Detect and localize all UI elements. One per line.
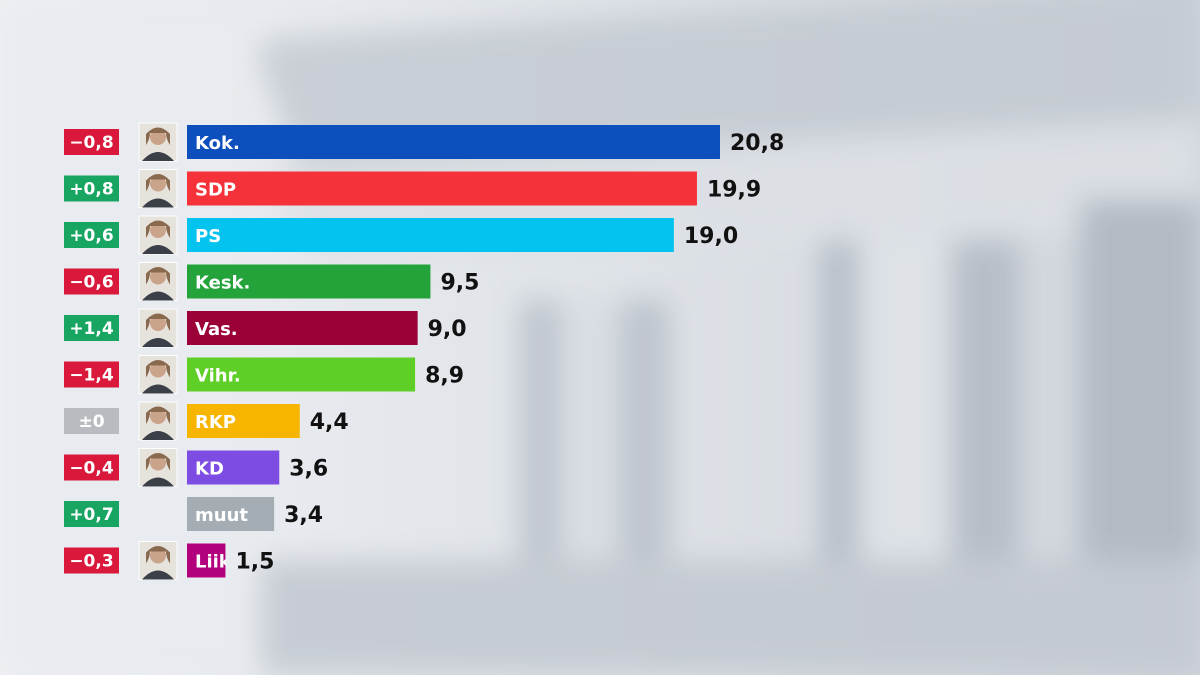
person-portrait [138, 169, 178, 208]
category-label: Vihr. [195, 366, 241, 387]
change-badge [64, 268, 119, 295]
change-label: −0,8 [69, 133, 113, 153]
person-portrait [138, 401, 178, 441]
category-label: Kok. [195, 133, 240, 154]
change-badge [64, 501, 119, 527]
bar [187, 311, 418, 345]
person-portrait [138, 448, 178, 487]
change-label: −0,3 [69, 552, 113, 572]
category-label: Kesk. [195, 273, 250, 294]
bar [187, 125, 720, 159]
change-label: +0,7 [69, 505, 113, 525]
bar [187, 171, 697, 206]
category-label: PS [195, 226, 221, 247]
change-badge [64, 454, 119, 481]
change-badge [64, 408, 119, 434]
bar-row: ±0 RKP 4,4 [64, 401, 349, 441]
change-badge [64, 175, 119, 202]
change-badge [64, 129, 119, 155]
change-label: −1,4 [69, 366, 114, 386]
person-portrait [138, 262, 178, 301]
change-label: +0,6 [69, 226, 113, 246]
value-label: 3,4 [284, 503, 323, 528]
change-label: −0,6 [69, 273, 113, 293]
bar-row: −0,4 KD 3,6 [64, 448, 328, 487]
category-label: muut [195, 505, 248, 526]
change-label: +1,4 [69, 319, 114, 339]
change-badge [64, 222, 119, 248]
bar [187, 497, 275, 531]
value-label: 3,6 [289, 457, 328, 482]
person-portrait [138, 541, 178, 580]
change-badge [64, 315, 119, 341]
category-label: KD [195, 459, 224, 480]
value-label: 19,9 [707, 178, 761, 203]
person-portrait [138, 122, 178, 162]
bar [187, 543, 226, 578]
value-label: 1,5 [235, 550, 274, 575]
value-label: 8,9 [425, 364, 464, 389]
person-portrait [138, 215, 178, 255]
category-label: RKP [195, 412, 236, 433]
bar-row: −0,8 Kok. 20,8 [64, 122, 784, 162]
change-badge [64, 547, 119, 574]
bar [187, 357, 416, 392]
bar-row: +1,4 Vas. 9,0 [64, 308, 467, 348]
bar [187, 404, 300, 438]
value-label: 4,4 [310, 410, 349, 435]
bar-row: −1,4 Vihr. 8,9 [64, 355, 464, 394]
value-label: 9,0 [428, 317, 467, 342]
category-label: SDP [195, 180, 236, 201]
change-label: ±0 [78, 412, 104, 432]
bar-row: +0,8 SDP 19,9 [64, 169, 761, 208]
person-portrait [138, 355, 178, 394]
bar-row: +0,6 PS 19,0 [64, 215, 738, 255]
bar-row: +0,7 muut 3,4 [64, 497, 323, 531]
change-label: +0,8 [69, 180, 113, 200]
change-badge [64, 361, 119, 388]
value-label: 20,8 [730, 131, 784, 156]
bar-row: −0,6 Kesk. 9,5 [64, 262, 479, 301]
category-label: Vas. [195, 319, 238, 340]
person-portrait [138, 308, 178, 348]
bar-row: −0,3 Liik 1,5 [64, 541, 274, 580]
bar [187, 264, 431, 299]
value-label: 19,0 [684, 224, 738, 249]
change-label: −0,4 [69, 459, 114, 479]
value-label: 9,5 [440, 271, 479, 296]
bar [187, 450, 280, 485]
bar [187, 218, 674, 252]
category-label: Liik [195, 552, 232, 573]
